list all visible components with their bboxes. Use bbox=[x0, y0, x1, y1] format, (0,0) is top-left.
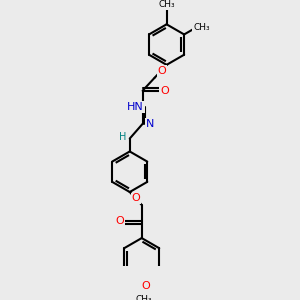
Text: CH₃: CH₃ bbox=[158, 1, 175, 10]
Text: N: N bbox=[146, 119, 154, 129]
Text: CH₃: CH₃ bbox=[193, 22, 210, 32]
Text: O: O bbox=[115, 217, 124, 226]
Text: HN: HN bbox=[127, 102, 144, 112]
Text: O: O bbox=[160, 86, 169, 96]
Text: H: H bbox=[119, 132, 126, 142]
Text: O: O bbox=[132, 194, 141, 203]
Text: O: O bbox=[141, 281, 150, 291]
Text: O: O bbox=[158, 66, 166, 76]
Text: CH₃: CH₃ bbox=[135, 295, 152, 300]
